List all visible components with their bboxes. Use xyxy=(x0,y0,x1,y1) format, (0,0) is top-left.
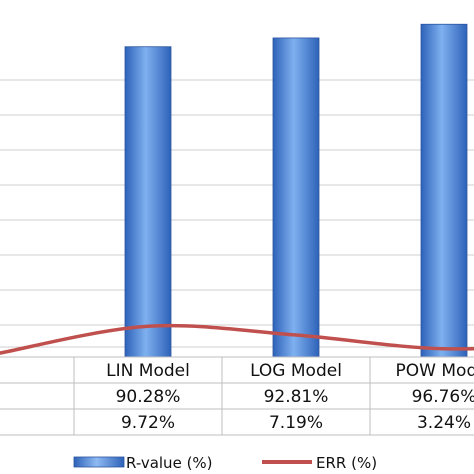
category-label-1: LIN Model xyxy=(106,361,190,381)
legend-label-r-value: R-value (%) xyxy=(126,454,213,472)
r-value-label-3: 96.76% xyxy=(412,387,474,407)
gridlines xyxy=(0,79,474,348)
line-series xyxy=(0,323,474,355)
r-value-label-2: 92.81% xyxy=(264,387,329,407)
err-label-2: 7.19% xyxy=(269,413,323,433)
err-label-1: 9.72% xyxy=(121,413,175,433)
legend-label-err: ERR (%) xyxy=(316,454,377,472)
err-line xyxy=(0,323,474,355)
bar-3 xyxy=(420,23,468,361)
legend: R-value (%) ERR (%) xyxy=(73,454,377,472)
legend-bar-swatch xyxy=(73,456,125,468)
bar-2 xyxy=(272,37,320,361)
bar-series xyxy=(124,23,468,361)
category-label-2: LOG Model xyxy=(250,361,342,381)
bar-1 xyxy=(124,46,172,361)
category-label-3: POW Model xyxy=(396,361,474,381)
err-label-3: 3.24% xyxy=(417,413,471,433)
table-background xyxy=(0,357,474,435)
r-value-label-1: 90.28% xyxy=(116,387,181,407)
